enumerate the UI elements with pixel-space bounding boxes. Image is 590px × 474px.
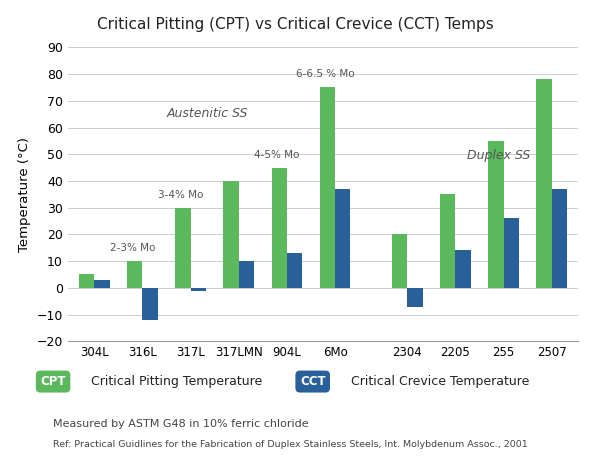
Bar (94, 280, 110, 288)
Text: Austenitic SS: Austenitic SS (166, 107, 248, 119)
Bar (552, 189, 567, 288)
Bar (504, 219, 519, 288)
Bar (287, 253, 302, 288)
Bar (455, 250, 471, 288)
Bar (142, 288, 158, 320)
Text: CPT: CPT (40, 375, 66, 388)
Bar (407, 288, 422, 307)
Text: CCT: CCT (300, 375, 326, 388)
Y-axis label: Temperature (°C): Temperature (°C) (18, 137, 31, 252)
Bar (320, 88, 335, 288)
Bar (224, 181, 239, 288)
Text: 2-3% Mo: 2-3% Mo (110, 243, 155, 253)
Text: Ref: Practical Guidlines for the Fabrication of Duplex Stainless Steels, Int. Mo: Ref: Practical Guidlines for the Fabrica… (53, 440, 528, 449)
Text: 3-4% Mo: 3-4% Mo (158, 190, 203, 200)
Bar (239, 261, 254, 288)
Text: 4-5% Mo: 4-5% Mo (254, 150, 300, 160)
Bar (191, 288, 206, 291)
Bar (488, 141, 504, 288)
Text: Critical Crevice Temperature: Critical Crevice Temperature (351, 375, 529, 388)
Text: Measured by ASTM G48 in 10% ferric chloride: Measured by ASTM G48 in 10% ferric chlor… (53, 419, 309, 429)
Bar (392, 235, 407, 288)
Text: Critical Pitting (CPT) vs Critical Crevice (CCT) Temps: Critical Pitting (CPT) vs Critical Crevi… (97, 17, 493, 32)
Bar (79, 274, 94, 288)
Bar (440, 194, 455, 288)
Bar (175, 208, 191, 288)
Bar (536, 80, 552, 288)
Text: Duplex SS: Duplex SS (467, 149, 530, 162)
Bar (271, 168, 287, 288)
Text: Critical Pitting Temperature: Critical Pitting Temperature (91, 375, 263, 388)
Bar (335, 189, 350, 288)
Bar (127, 261, 142, 288)
Text: 6-6.5 % Mo: 6-6.5 % Mo (296, 70, 354, 80)
